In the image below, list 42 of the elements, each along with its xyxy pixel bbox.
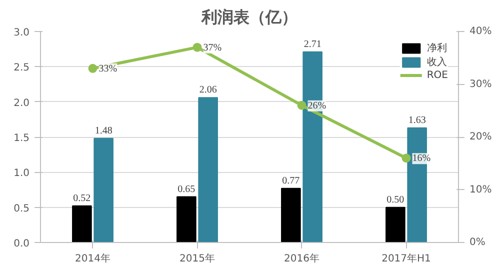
point [297, 100, 306, 110]
legend-label: 收入 [426, 56, 447, 69]
bar [281, 188, 301, 242]
y-tick-label: 2.5 [14, 62, 30, 74]
x-tick-label: 2017年H1 [382, 252, 431, 264]
y-tick-label: 0.0 [14, 238, 30, 250]
y-tick-label: 2.0 [14, 98, 30, 109]
data-label: 0.52 [73, 192, 91, 204]
y2-tick-label: 10% [470, 184, 492, 196]
x-tick-label: 2016年 [284, 252, 320, 264]
bar [176, 196, 196, 242]
y-tick-label: 1.5 [14, 133, 30, 144]
chart-title: 利润表（亿） [200, 8, 298, 26]
y-tick-label: 0.5 [14, 203, 30, 214]
bar [94, 138, 114, 242]
y2-tick-label: 20% [470, 132, 492, 142]
legend-label: 净利 [426, 42, 447, 55]
data-label: 2.71 [304, 38, 322, 50]
bar [198, 97, 218, 242]
x-tick-label: 2014年 [75, 252, 110, 264]
y-tick-label: 3.0 [14, 28, 30, 38]
data-label: 1.63 [408, 114, 426, 126]
y2-tick-label: 0% [470, 237, 486, 248]
y2-tick-label: 40% [470, 26, 492, 37]
data-label: 1.48 [94, 125, 112, 136]
data-label: 16% [412, 153, 431, 164]
data-label: 0.50 [386, 194, 404, 206]
y2-tick-label: 30% [470, 78, 492, 90]
data-label: 2.06 [199, 84, 217, 96]
point [192, 42, 202, 52]
data-label: 0.77 [282, 175, 300, 186]
bar [72, 205, 92, 242]
data-label: 26% [308, 100, 326, 112]
y-tick-label: 1.0 [14, 168, 30, 180]
bar [386, 206, 406, 242]
legend-label: ROE [426, 69, 448, 81]
point [88, 64, 98, 73]
data-label: 0.65 [178, 184, 196, 195]
point [402, 154, 411, 163]
x-tick-label: 2015年 [180, 252, 215, 264]
data-label: 37% [203, 42, 222, 54]
data-label: 33% [98, 63, 118, 74]
